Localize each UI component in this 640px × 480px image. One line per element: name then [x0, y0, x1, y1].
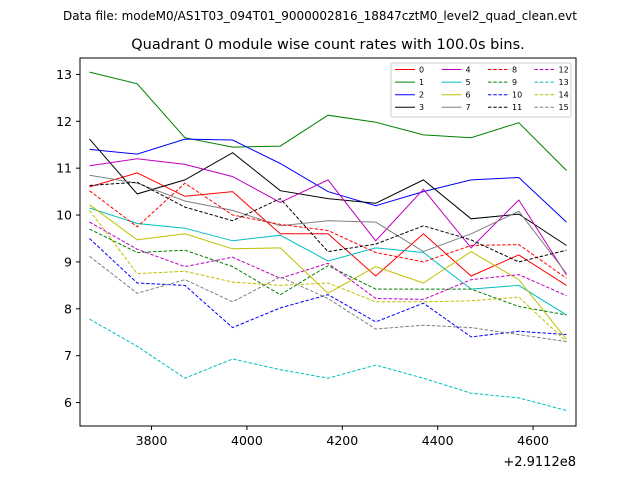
series-line-13 [89, 318, 567, 411]
series-line-3 [89, 138, 567, 246]
y-axis-ticks: 6 7 8 9 10 11 12 13 [56, 67, 80, 410]
x-tick-label: 4600 [517, 433, 549, 448]
series-line-5 [89, 207, 567, 316]
x-tick-label: 4200 [326, 433, 358, 448]
legend-label: 1 [419, 78, 424, 87]
series-line-4 [89, 158, 567, 276]
series-lines [89, 71, 567, 411]
legend-label: 11 [512, 103, 522, 112]
legend-label: 10 [512, 91, 522, 100]
y-tick-label: 6 [64, 395, 72, 410]
y-tick-label: 11 [56, 161, 72, 176]
legend-label: 12 [559, 65, 569, 74]
series-line-9 [89, 228, 567, 316]
series-line-11 [89, 181, 567, 263]
axes-frame [79, 57, 577, 427]
series-line-7 [89, 174, 567, 274]
series-line-2 [89, 138, 567, 223]
x-axis-ticks: 3800 4000 4200 4400 4600 [136, 426, 549, 448]
y-tick-label: 10 [56, 208, 72, 223]
y-tick-label: 12 [56, 114, 72, 129]
legend-label: 7 [466, 103, 471, 112]
legend-label: 4 [466, 65, 471, 74]
legend-label: 15 [559, 103, 569, 112]
legend-box [390, 62, 572, 118]
legend-label: 13 [559, 78, 569, 87]
legend-label: 3 [419, 103, 424, 112]
y-tick-label: 8 [64, 301, 72, 316]
legend-label: 6 [466, 91, 471, 100]
y-tick-label: 7 [64, 348, 72, 363]
x-tick-label: 4000 [231, 433, 263, 448]
series-line-6 [89, 204, 567, 340]
series-line-8 [89, 182, 567, 279]
legend-label: 9 [512, 78, 517, 87]
x-offset-label: +2.9112e8 [503, 455, 576, 470]
series-line-0 [89, 172, 567, 286]
legend-label: 8 [512, 65, 517, 74]
series-line-15 [89, 255, 567, 343]
x-tick-label: 4400 [422, 433, 454, 448]
y-tick-label: 13 [56, 67, 72, 82]
chart-suptitle: Data file: modeM0/AS1T03_094T01_90000028… [63, 9, 577, 23]
legend-label: 5 [466, 78, 471, 87]
series-line-12 [89, 221, 567, 300]
legend-label: 0 [419, 65, 424, 74]
series-line-14 [89, 210, 567, 342]
legend-label: 2 [419, 91, 424, 100]
plot-area [89, 71, 567, 411]
legend-label: 14 [559, 91, 569, 100]
chart-title: Quadrant 0 module wise count rates with … [131, 37, 525, 53]
y-tick-label: 9 [64, 254, 72, 269]
series-line-1 [89, 71, 567, 171]
x-tick-label: 3800 [136, 433, 168, 448]
